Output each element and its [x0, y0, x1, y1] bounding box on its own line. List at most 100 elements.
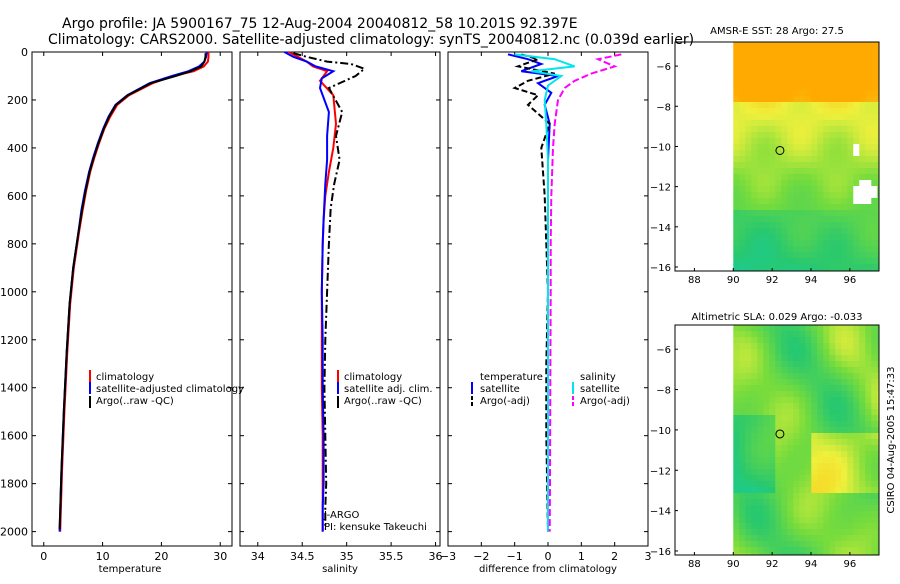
map-cell — [817, 499, 824, 506]
map-cell — [799, 228, 806, 235]
map-cell — [823, 96, 830, 103]
map-cell — [823, 385, 830, 392]
map-cell — [733, 42, 740, 49]
map-cell — [745, 403, 752, 410]
map-cell — [865, 174, 872, 181]
map-cell — [853, 192, 860, 199]
map-cell — [835, 355, 842, 362]
x-tick-label: −3 — [440, 550, 456, 563]
map-cell — [781, 108, 788, 115]
map-cell — [811, 54, 818, 61]
map-cell — [877, 192, 880, 199]
map-cell — [805, 216, 812, 223]
map-cell — [733, 54, 740, 61]
map-cell — [799, 216, 806, 223]
salinity-xlabel: salinity — [322, 564, 358, 575]
map-cell — [865, 126, 872, 133]
map-cell — [847, 120, 854, 127]
map-cell — [871, 529, 878, 536]
map-cell — [733, 469, 740, 476]
map-cell — [799, 415, 806, 422]
map-cell — [805, 114, 812, 121]
map-cell — [805, 481, 812, 488]
map-cell — [769, 72, 776, 79]
map-cell — [823, 355, 830, 362]
map-cell — [859, 397, 866, 404]
map-cell — [847, 463, 854, 470]
map-cell — [835, 114, 842, 121]
map-cell — [865, 469, 872, 476]
map-cell — [799, 72, 806, 79]
map-cell — [871, 433, 878, 440]
map-cell — [859, 409, 866, 416]
map-cell — [853, 505, 860, 512]
map-cell — [817, 349, 824, 356]
map-cell — [751, 517, 758, 524]
map-cell — [793, 367, 800, 374]
map-cell — [745, 523, 752, 530]
map-cell — [745, 180, 752, 187]
map-cell — [859, 42, 866, 49]
map-cell — [781, 138, 788, 145]
map-cell — [793, 511, 800, 518]
map-cell — [871, 403, 878, 410]
map-cell — [739, 463, 746, 470]
map-cell — [733, 174, 740, 181]
map-cell — [871, 90, 878, 97]
map-cell — [829, 228, 836, 235]
map-cell — [799, 433, 806, 440]
map-cell — [733, 240, 740, 247]
map-cell — [871, 379, 878, 386]
map-cell — [787, 198, 794, 205]
map-cell — [799, 48, 806, 55]
map-cell — [877, 150, 880, 157]
map-cell — [787, 391, 794, 398]
map-cell — [829, 553, 836, 556]
map-cell — [811, 541, 818, 548]
legend-climatology: climatology — [96, 372, 154, 383]
map-cell — [859, 487, 866, 494]
map-cell — [805, 258, 812, 265]
map-cell — [805, 397, 812, 404]
map-cell — [757, 204, 764, 211]
map-cell — [817, 84, 824, 91]
map-cell — [841, 337, 848, 344]
map-cell — [787, 553, 794, 556]
map-cell — [769, 403, 776, 410]
map-cell — [817, 475, 824, 482]
map-cell — [877, 367, 880, 374]
map-cell — [865, 379, 872, 386]
map-cell — [829, 102, 836, 109]
map-cell — [847, 60, 854, 67]
map-cell — [733, 511, 740, 518]
map-cell — [799, 379, 806, 386]
map-cell — [811, 204, 818, 211]
map-cell — [787, 258, 794, 265]
map-cell — [769, 84, 776, 91]
map-cell — [871, 204, 878, 211]
map-cell — [811, 174, 818, 181]
map-cell — [859, 138, 866, 145]
map-cell — [799, 385, 806, 392]
map-cell — [811, 180, 818, 187]
map-cell — [823, 264, 830, 271]
map-cell — [847, 439, 854, 446]
map-cell — [751, 367, 758, 374]
map-cell — [817, 78, 824, 85]
legend-sal-satellite: satellite adj. clim. — [344, 384, 433, 395]
map-cell — [841, 523, 848, 530]
map-cell — [739, 168, 746, 175]
map-cell — [817, 337, 824, 344]
map-cell — [817, 264, 824, 271]
map-cell — [787, 541, 794, 548]
map-cell — [841, 481, 848, 488]
map-cell — [781, 54, 788, 61]
map-cell — [739, 246, 746, 253]
map-cell — [823, 535, 830, 542]
map-cell — [751, 385, 758, 392]
map-cell — [799, 192, 806, 199]
map-cell — [817, 505, 824, 512]
map-cell — [835, 517, 842, 524]
map-cell — [817, 168, 824, 175]
map-cell — [817, 96, 824, 103]
